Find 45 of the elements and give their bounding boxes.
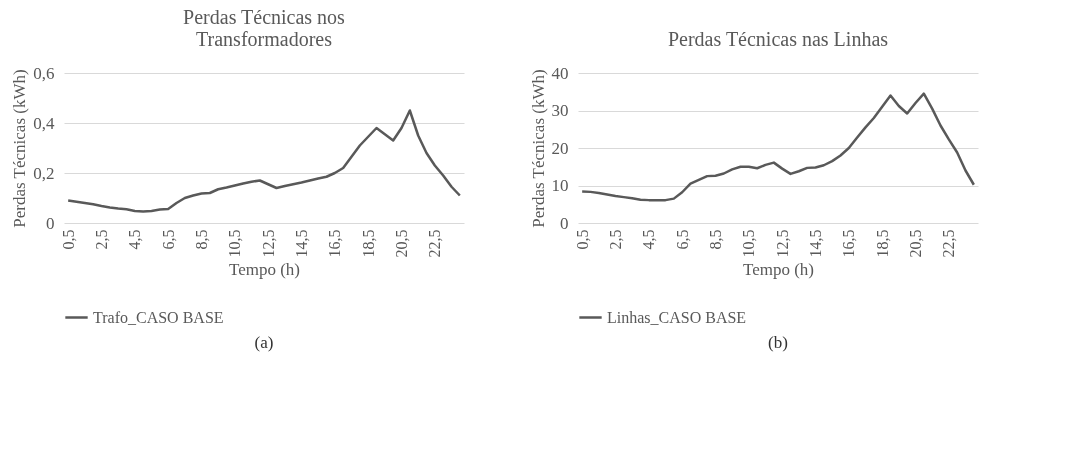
- y-tick-label: 0: [46, 213, 55, 233]
- x-tick-label: 8,5: [193, 229, 210, 250]
- x-tick-label: 6,5: [673, 229, 691, 250]
- x-tick-label: 2,5: [607, 229, 624, 250]
- x-tick-label: 0,5: [59, 229, 77, 250]
- x-tick-label: 18,5: [873, 229, 891, 258]
- text: (a): [254, 333, 274, 352]
- y-tick-label: 0,6: [33, 63, 55, 83]
- y-tick-label: 0: [560, 213, 569, 233]
- x-tick-label: 22,5: [940, 229, 958, 258]
- text: (b): [768, 333, 788, 352]
- x-tick-label: 20,5: [393, 229, 410, 258]
- x-tick-label: 4,5: [640, 229, 658, 250]
- x-tick-label: 12,5: [259, 229, 277, 258]
- x-tick-label: 20,5: [907, 229, 924, 258]
- x-tick-label: 16,5: [326, 229, 344, 258]
- x-tick-label: 16,5: [840, 229, 858, 258]
- y-tick-label: 40: [551, 63, 569, 83]
- legend-label: Linhas_CASO BASE: [607, 308, 747, 326]
- x-tick-label: 12,5: [773, 229, 791, 258]
- x-tick-label: 0,5: [573, 229, 591, 250]
- x-axis-title: Tempo (h): [228, 259, 301, 279]
- x-tick-label: 2,5: [93, 229, 110, 250]
- y-axis-title: Perdas Técnicas (kWh): [10, 69, 30, 228]
- line-series: [66, 109, 462, 213]
- y-tick-label: 0,4: [33, 113, 55, 133]
- x-tick-label: 6,5: [159, 229, 177, 250]
- chart-title: Perdas Técnicas nas Linhas: [667, 28, 889, 50]
- x-tick-label: 10,5: [226, 229, 244, 258]
- x-tick-label: 22,5: [426, 229, 444, 258]
- x-tick-label: 18,5: [359, 229, 377, 258]
- line-series: [580, 92, 976, 202]
- legend-label: Trafo_CASO BASE: [93, 308, 224, 326]
- x-tick-label: 14,5: [807, 229, 824, 258]
- y-tick-label: 20: [551, 138, 569, 158]
- x-tick-label: 14,5: [293, 229, 310, 258]
- x-axis-title: Tempo (h): [742, 259, 815, 279]
- y-tick-label: 30: [551, 101, 569, 120]
- chart-title: Perdas Técnicas nos Transformadores: [183, 6, 346, 50]
- x-tick-label: 4,5: [126, 229, 144, 250]
- y-tick-label: 10: [551, 176, 569, 195]
- x-tick-label: 10,5: [740, 229, 758, 258]
- y-tick-label: 0,2: [33, 163, 55, 183]
- x-tick-label: 8,5: [707, 229, 724, 250]
- y-axis-title: Perdas Técnicas (kWh): [528, 69, 548, 228]
